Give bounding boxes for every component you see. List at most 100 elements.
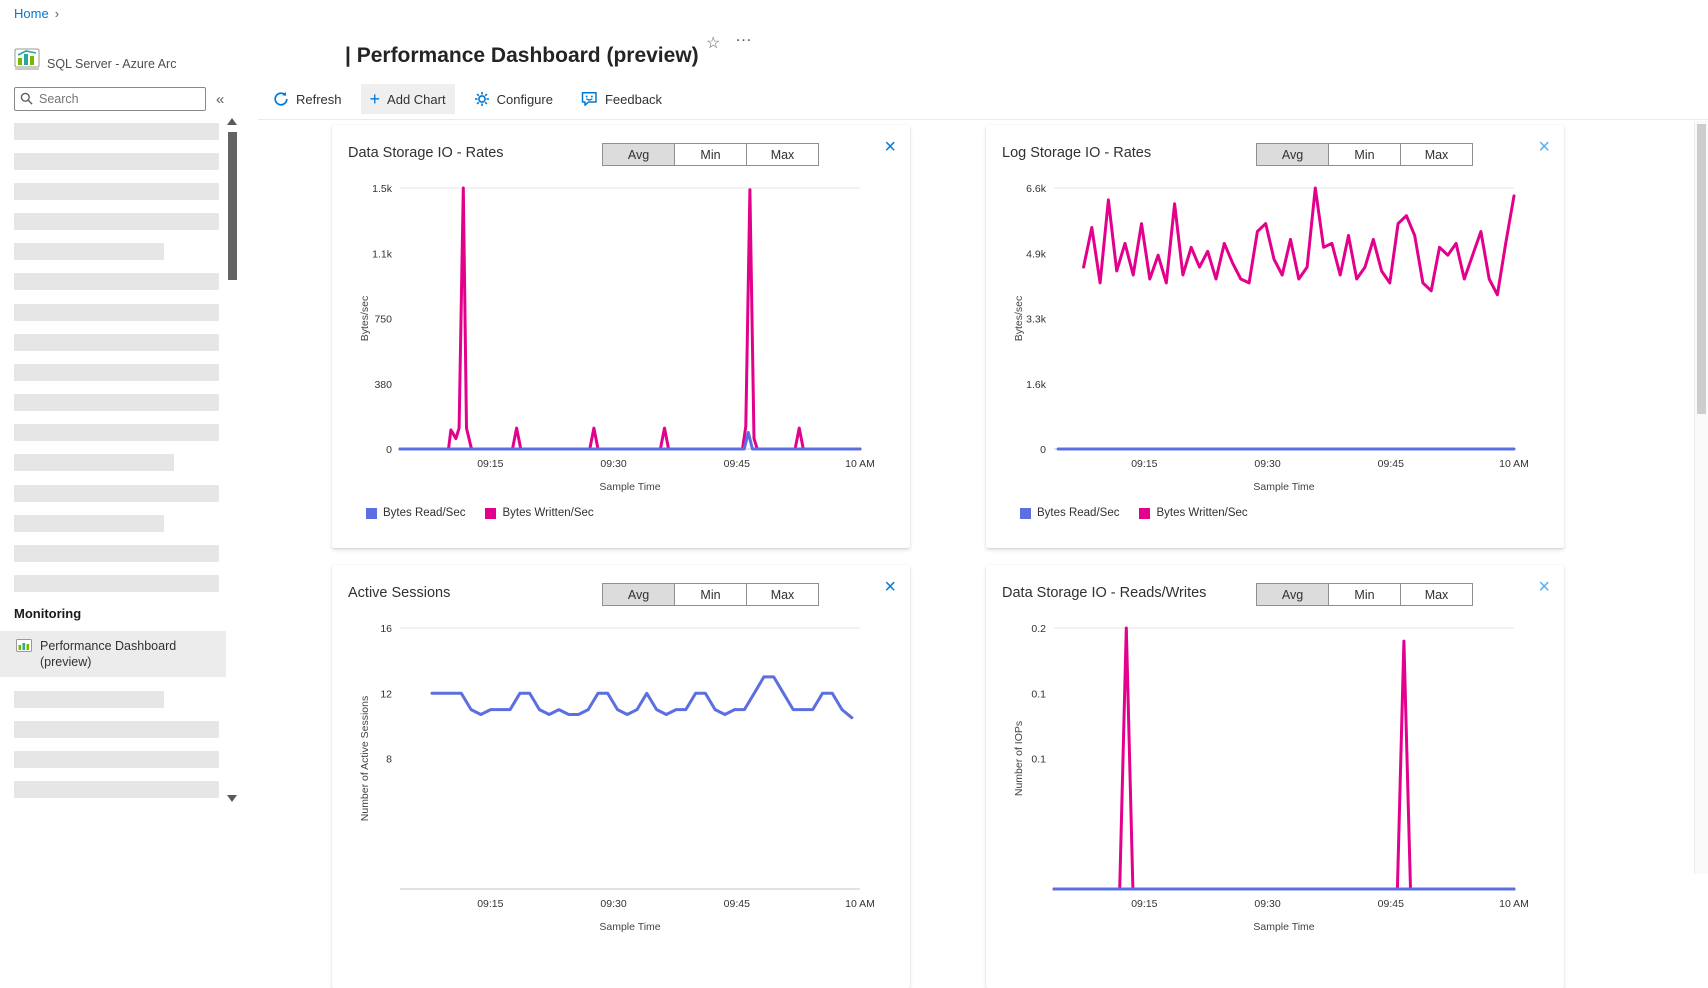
sidebar-skeleton-item[interactable] (14, 364, 219, 381)
svg-text:10 AM: 10 AM (1499, 898, 1529, 910)
sidebar: SQL Server - Azure Arc « Monitoring Perf… (0, 28, 256, 874)
toggle-min[interactable]: Min (1328, 583, 1401, 606)
sidebar-skeleton-item[interactable] (14, 213, 219, 230)
legend-item[interactable]: Bytes Written/Sec (485, 507, 594, 519)
svg-text:0: 0 (386, 444, 392, 456)
legend-swatch-icon (366, 507, 377, 519)
add-chart-button[interactable]: + Add Chart (360, 84, 455, 114)
svg-text:10 AM: 10 AM (1499, 458, 1529, 470)
sidebar-skeleton-item[interactable] (14, 485, 219, 502)
configure-label: Configure (496, 91, 553, 107)
chart-title: Active Sessions (348, 585, 451, 601)
sidebar-skeleton-item[interactable] (14, 123, 219, 140)
sidebar-skeleton-item[interactable] (14, 691, 164, 708)
main-scrollbar[interactable] (1694, 121, 1708, 874)
line-chart: 0.2 0.1 0.1 09:15 09:30 09:45 10 AM Sample Time… (1013, 623, 1529, 933)
chart-card-data-storage-io-reads-writes: Data Storage IO - Reads/Writes Avg Min M… (986, 565, 1564, 988)
page-title: | Performance Dashboard (preview) (345, 44, 699, 68)
sidebar-skeleton-item[interactable] (14, 454, 174, 471)
svg-text:09:15: 09:15 (1131, 458, 1157, 470)
search-icon (20, 92, 33, 105)
svg-text:Bytes/sec: Bytes/sec (1013, 296, 1025, 342)
svg-text:09:45: 09:45 (1378, 458, 1404, 470)
sidebar-skeleton-item[interactable] (14, 545, 219, 562)
toggle-max[interactable]: Max (1400, 143, 1473, 166)
svg-text:09:30: 09:30 (600, 898, 626, 910)
sidebar-skeleton-item[interactable] (14, 183, 219, 200)
configure-button[interactable]: Configure (465, 84, 562, 114)
svg-text:1.5k: 1.5k (372, 183, 393, 195)
toggle-avg[interactable]: Avg (602, 143, 675, 166)
feedback-button[interactable]: Feedback (572, 84, 671, 114)
toggle-min[interactable]: Min (1328, 143, 1401, 166)
main-scrollbar-thumb[interactable] (1697, 124, 1706, 414)
toggle-max[interactable]: Max (746, 143, 819, 166)
sidebar-skeleton-item[interactable] (14, 575, 219, 592)
svg-text:0.2: 0.2 (1031, 623, 1046, 635)
chart-card-active-sessions: Active Sessions Avg Min Max × 16 12 8 09:15… (332, 565, 910, 988)
close-chart-icon[interactable]: × (884, 136, 896, 158)
scroll-up-icon[interactable] (227, 118, 237, 125)
toggle-avg[interactable]: Avg (602, 583, 675, 606)
sidebar-scrollbar-thumb[interactable] (227, 132, 237, 280)
collapse-sidebar-button[interactable]: « (216, 90, 225, 108)
aggregation-toggle-group: Avg Min Max (1256, 583, 1473, 606)
search-input[interactable] (14, 87, 206, 111)
sidebar-skeleton-item[interactable] (14, 394, 219, 411)
line-chart: 16 12 8 09:15 09:30 09:45 10 AM Sample Time Numb… (359, 623, 875, 933)
svg-text:0.1: 0.1 (1031, 754, 1046, 766)
svg-text:Number of IOPs: Number of IOPs (1013, 721, 1025, 796)
legend-item[interactable]: Bytes Read/Sec (366, 507, 465, 519)
sidebar-skeleton-item[interactable] (14, 721, 219, 738)
sidebar-item-performance-dashboard[interactable]: Performance Dashboard (preview) (0, 631, 226, 677)
sidebar-skeleton-item[interactable] (14, 304, 219, 321)
sidebar-skeleton-item[interactable] (14, 781, 219, 798)
sidebar-scrollbar[interactable] (226, 118, 238, 802)
svg-text:10 AM: 10 AM (845, 458, 875, 470)
sidebar-skeleton-item[interactable] (14, 424, 219, 441)
breadcrumb-home-link[interactable]: Home (14, 6, 49, 21)
sidebar-skeleton-item[interactable] (14, 243, 164, 260)
chart-legend: Bytes Read/Sec Bytes Written/Sec (1020, 507, 1248, 519)
sql-server-azure-arc-icon (14, 48, 40, 70)
plus-icon: + (369, 89, 381, 109)
svg-text:09:30: 09:30 (600, 458, 626, 470)
svg-text:Bytes/sec: Bytes/sec (359, 296, 371, 342)
sidebar-menu-skeleton (14, 123, 226, 592)
legend-item[interactable]: Bytes Read/Sec (1020, 507, 1119, 519)
sidebar-skeleton-item[interactable] (14, 273, 219, 290)
svg-text:1.6k: 1.6k (1026, 379, 1047, 391)
resource-name: SQL Server - Azure Arc (47, 57, 177, 71)
toggle-min[interactable]: Min (674, 583, 747, 606)
more-options-icon[interactable]: … (735, 26, 753, 45)
command-bar: Refresh + Add Chart Configure Feedback (264, 84, 671, 114)
toggle-avg[interactable]: Avg (1256, 143, 1329, 166)
line-chart: 6.6k 4.9k 3.3k 1.6k 0 09:15 09:30 09:45 10 AM Sam… (1013, 183, 1529, 493)
sidebar-skeleton-item[interactable] (14, 334, 219, 351)
refresh-button[interactable]: Refresh (264, 84, 351, 114)
toggle-max[interactable]: Max (1400, 583, 1473, 606)
chart-legend: Bytes Read/Sec Bytes Written/Sec (366, 507, 594, 519)
sidebar-skeleton-item[interactable] (14, 751, 219, 768)
toggle-max[interactable]: Max (746, 583, 819, 606)
toggle-min[interactable]: Min (674, 143, 747, 166)
legend-item[interactable]: Bytes Written/Sec (1139, 507, 1248, 519)
legend-swatch-icon (1139, 507, 1151, 519)
close-chart-icon[interactable]: × (884, 576, 896, 598)
refresh-label: Refresh (296, 91, 342, 107)
svg-text:09:15: 09:15 (477, 458, 503, 470)
close-chart-icon[interactable]: × (1538, 136, 1550, 158)
svg-text:380: 380 (374, 379, 392, 391)
sidebar-skeleton-item[interactable] (14, 153, 219, 170)
sidebar-search (14, 87, 206, 111)
svg-text:4.9k: 4.9k (1026, 248, 1047, 260)
scroll-down-icon[interactable] (227, 795, 237, 802)
svg-text:09:45: 09:45 (724, 458, 750, 470)
svg-text:10 AM: 10 AM (845, 898, 875, 910)
close-chart-icon[interactable]: × (1538, 576, 1550, 598)
svg-text:Sample Time: Sample Time (599, 921, 660, 933)
toggle-avg[interactable]: Avg (1256, 583, 1329, 606)
sidebar-skeleton-item[interactable] (14, 515, 164, 532)
favorite-star-icon[interactable]: ☆ (706, 35, 721, 52)
chart-card-log-storage-io-rates: Log Storage IO - Rates Avg Min Max × 6.6… (986, 125, 1564, 548)
